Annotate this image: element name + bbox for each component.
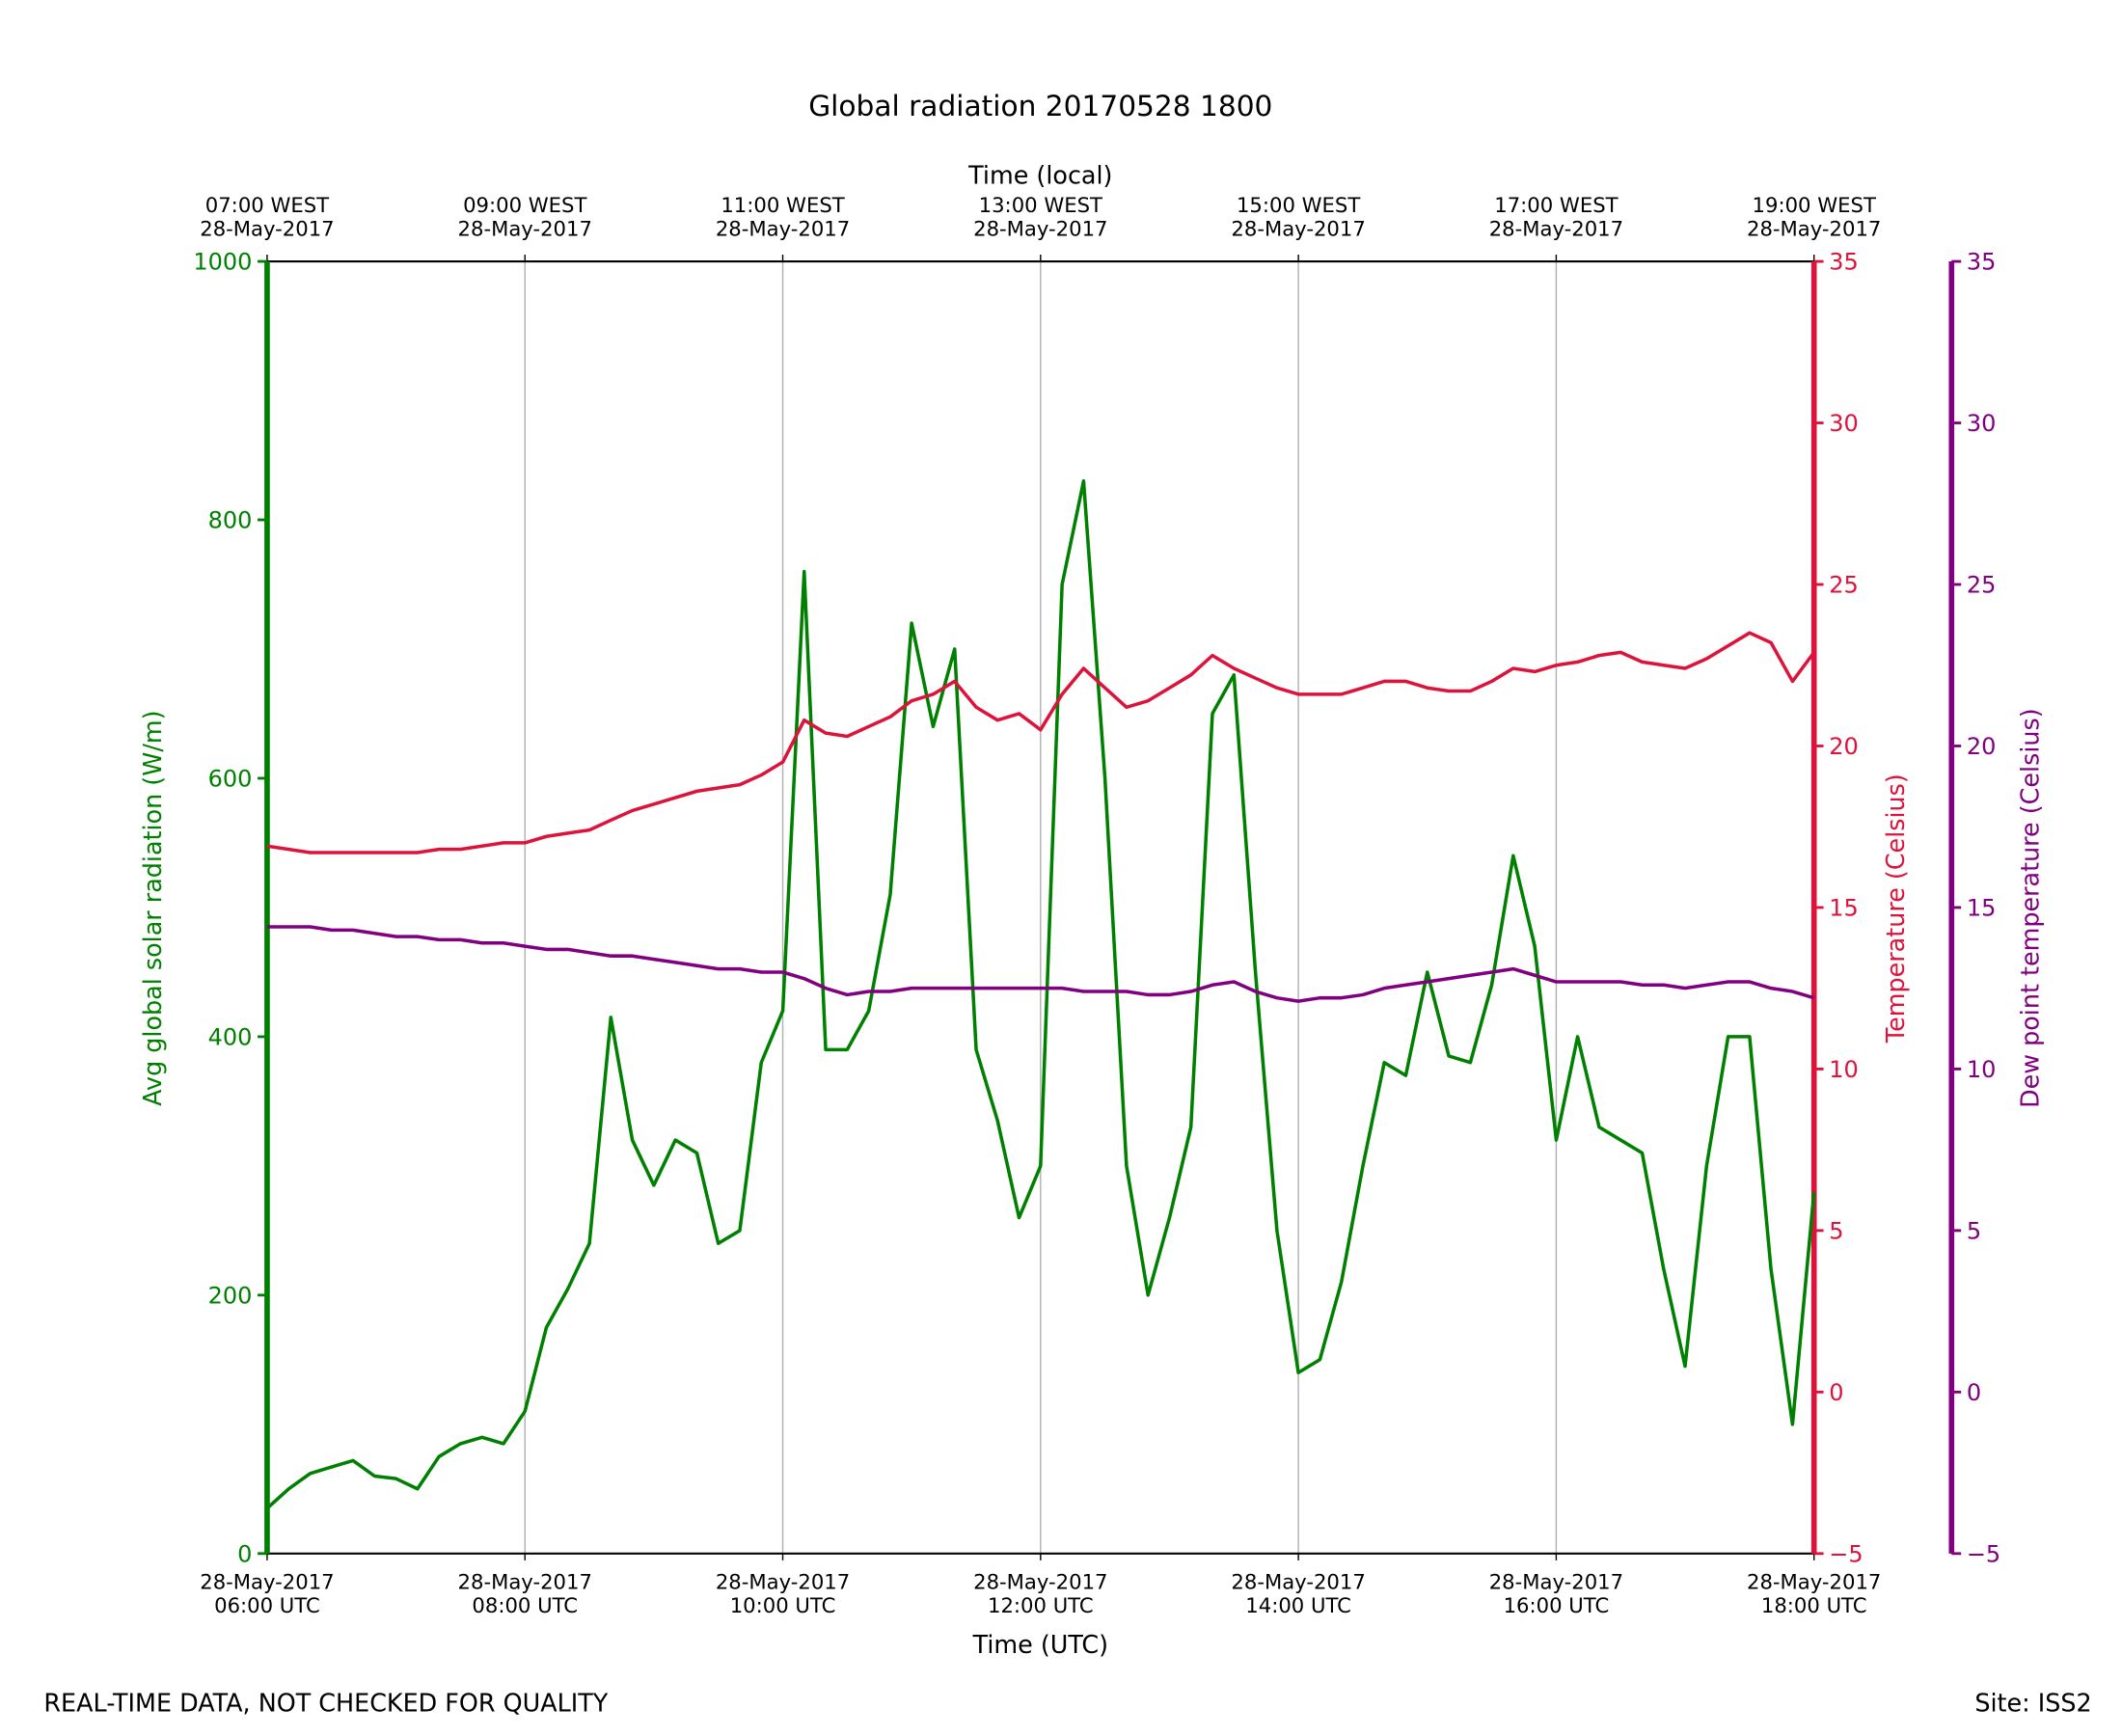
y2-tick-label: 20: [1829, 733, 1859, 760]
x-tick-label: 28-May-2017 06:00 UTC: [200, 1570, 334, 1617]
y2-axis-label: Temperature (Celsius): [1881, 773, 1910, 1044]
x2-tick-label: 09:00 WEST 28-May-2017: [458, 193, 592, 240]
chart-title: Global radiation 20170528 1800: [808, 89, 1272, 122]
y3-tick-label: 35: [1967, 249, 1997, 276]
series-line: [266, 925, 1815, 1003]
y3-tick-label: 5: [1967, 1217, 1981, 1244]
y-tick-label: 0: [237, 1540, 252, 1567]
y2-tick-label: −5: [1829, 1540, 1863, 1567]
x2-tick-label: 07:00 WEST 28-May-2017: [200, 193, 334, 240]
y3-tick-label: 30: [1967, 410, 1997, 437]
x2-tick-label: 13:00 WEST 28-May-2017: [973, 193, 1107, 240]
y3-tick-label: 15: [1967, 894, 1997, 921]
y3-tick-label: 20: [1967, 733, 1997, 760]
x-tick-label: 28-May-2017 10:00 UTC: [716, 1570, 850, 1617]
x2-tick-label: 19:00 WEST 28-May-2017: [1747, 193, 1881, 240]
y2-tick-label: 10: [1829, 1056, 1859, 1083]
y-tick-label: 1000: [193, 249, 252, 276]
y2-tick-label: 30: [1829, 410, 1859, 437]
y3-tick-label: 25: [1967, 571, 1997, 598]
series-line: [265, 479, 1816, 1510]
x-tick-label: 28-May-2017 14:00 UTC: [1231, 1570, 1365, 1617]
footer-left: REAL-TIME DATA, NOT CHECKED FOR QUALITY: [43, 1689, 608, 1718]
y-tick-label: 400: [208, 1023, 253, 1050]
x2-tick-label: 15:00 WEST 28-May-2017: [1231, 193, 1365, 240]
y2-tick-label: 0: [1829, 1379, 1843, 1406]
x-tick-label: 28-May-2017 12:00 UTC: [973, 1570, 1107, 1617]
x-tick-label: 28-May-2017 16:00 UTC: [1489, 1570, 1623, 1617]
y3-tick-label: −5: [1967, 1540, 2000, 1567]
y2-tick-label: 25: [1829, 571, 1859, 598]
x-tick-label: 28-May-2017 18:00 UTC: [1747, 1570, 1881, 1617]
x2-tick-label: 11:00 WEST 28-May-2017: [716, 193, 850, 240]
x-axis-label: Time (UTC): [972, 1630, 1108, 1659]
y3-axis-label: Dew point temperature (Celsius): [2016, 708, 2045, 1108]
x-tick-label: 28-May-2017 08:00 UTC: [458, 1570, 592, 1617]
y-tick-label: 800: [208, 506, 253, 533]
y2-tick-label: 35: [1829, 249, 1859, 276]
y2-tick-label: 15: [1829, 894, 1859, 921]
x2-tick-label: 17:00 WEST 28-May-2017: [1489, 193, 1623, 240]
footer-right: Site: ISS2: [1974, 1689, 2091, 1718]
series-line: [266, 631, 1816, 854]
y-tick-label: 600: [208, 765, 253, 792]
y-axis-label: Avg global solar radiation (W/m): [138, 710, 167, 1105]
top-axis-label: Time (local): [967, 161, 1112, 190]
y-tick-label: 200: [208, 1282, 253, 1309]
y3-tick-label: 0: [1967, 1379, 1981, 1406]
y3-tick-label: 10: [1967, 1056, 1997, 1083]
y2-tick-label: 5: [1829, 1217, 1843, 1244]
